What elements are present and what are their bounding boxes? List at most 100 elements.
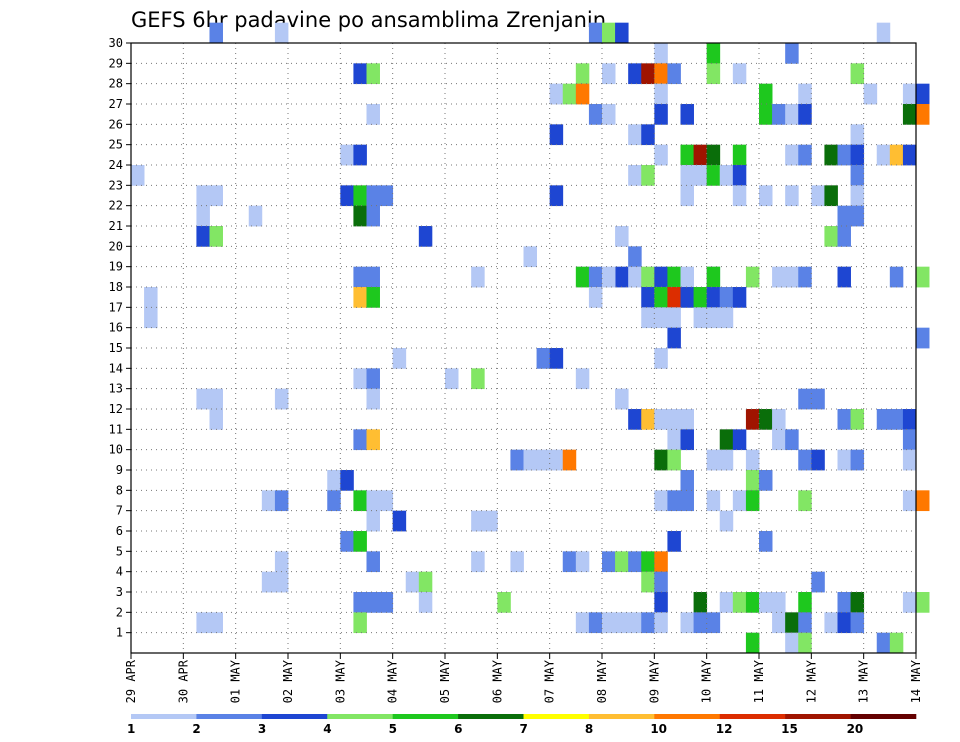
heatmap-cell bbox=[850, 124, 865, 146]
heatmap-cell bbox=[366, 287, 380, 308]
heatmap-cell bbox=[745, 449, 760, 471]
heatmap-cell bbox=[654, 104, 668, 125]
heatmap-cell bbox=[680, 287, 694, 308]
heatmap-cell bbox=[719, 592, 734, 613]
heatmap-cell bbox=[131, 165, 145, 186]
heatmap-cell bbox=[248, 205, 263, 227]
x-tick-label: 12 MAY bbox=[804, 659, 818, 703]
heatmap-cell bbox=[745, 592, 760, 613]
heatmap-cell bbox=[916, 327, 930, 349]
heatmap-cell bbox=[745, 470, 760, 491]
heatmap-cell bbox=[654, 266, 668, 288]
heatmap-cell bbox=[759, 531, 773, 552]
heatmap-cell bbox=[785, 612, 799, 634]
heatmap-cell bbox=[654, 43, 668, 64]
colorbar-label: 3 bbox=[258, 722, 266, 736]
heatmap-cell bbox=[798, 266, 812, 288]
heatmap-cell bbox=[902, 592, 917, 613]
heatmap-cell bbox=[654, 63, 668, 85]
colorbar-label: 15 bbox=[781, 722, 798, 736]
heatmap-cell bbox=[549, 185, 564, 207]
heatmap-cell bbox=[641, 612, 655, 634]
heatmap-cell bbox=[785, 429, 799, 451]
heatmap-cell bbox=[654, 592, 668, 613]
heatmap-cell bbox=[850, 612, 865, 634]
heatmap-cell bbox=[798, 490, 812, 512]
heatmap-cell bbox=[340, 185, 354, 207]
heatmap-cell bbox=[536, 449, 551, 471]
colorbar-swatch bbox=[327, 714, 393, 719]
heatmap-cell bbox=[667, 63, 681, 85]
heatmap-cell bbox=[719, 287, 734, 308]
heatmap-cell bbox=[785, 43, 799, 64]
heatmap-cell bbox=[811, 388, 825, 410]
colorbar-swatch bbox=[719, 714, 786, 719]
heatmap-cell bbox=[353, 185, 367, 207]
heatmap-cells bbox=[131, 22, 930, 654]
heatmap-cell bbox=[562, 449, 577, 471]
heatmap-cell bbox=[654, 307, 668, 329]
heatmap-cell bbox=[261, 571, 276, 593]
heatmap-cell bbox=[837, 226, 851, 247]
heatmap-cell bbox=[889, 632, 904, 654]
y-tick-label: 27 bbox=[109, 97, 123, 111]
colorbar-swatch bbox=[850, 714, 917, 719]
heatmap-cell bbox=[667, 266, 681, 288]
heatmap-cell bbox=[471, 510, 485, 532]
y-tick-label: 4 bbox=[116, 565, 123, 579]
y-tick-label: 20 bbox=[109, 239, 123, 253]
heatmap-cell bbox=[680, 144, 694, 166]
heatmap-cell bbox=[575, 612, 590, 634]
heatmap-cell bbox=[654, 144, 668, 166]
heatmap-cell bbox=[549, 449, 564, 471]
heatmap-cell bbox=[196, 388, 210, 410]
heatmap-cell bbox=[706, 63, 721, 85]
heatmap-cell bbox=[602, 551, 616, 573]
heatmap-cell bbox=[366, 185, 380, 207]
heatmap-cell bbox=[628, 246, 642, 268]
heatmap-cell bbox=[615, 266, 629, 288]
heatmap-cell bbox=[209, 409, 223, 430]
heatmap-cell bbox=[353, 592, 367, 613]
heatmap-cell bbox=[667, 490, 681, 512]
heatmap-cell bbox=[209, 22, 223, 44]
colorbar: 1 2 3 4 5 6 7 8 10 12 15 20 bbox=[127, 714, 917, 736]
heatmap-cell bbox=[745, 632, 760, 654]
heatmap-cell bbox=[209, 612, 223, 634]
y-tick-label: 13 bbox=[109, 382, 123, 396]
heatmap-cell bbox=[641, 165, 655, 186]
y-tick-label: 22 bbox=[109, 199, 123, 213]
heatmap-cell bbox=[353, 531, 367, 552]
x-tick-label: 04 MAY bbox=[386, 659, 400, 703]
heatmap-cell bbox=[824, 185, 838, 207]
heatmap-cell bbox=[144, 287, 158, 308]
heatmap-cell bbox=[196, 612, 210, 634]
heatmap-cell bbox=[602, 22, 616, 44]
colorbar-swatch bbox=[588, 714, 655, 719]
heatmap-cell bbox=[353, 287, 367, 308]
heatmap-cell bbox=[889, 144, 904, 166]
colorbar-label: 1 bbox=[127, 722, 135, 736]
heatmap-cell bbox=[680, 470, 694, 491]
x-tick-label: 29 APR bbox=[124, 659, 138, 703]
heatmap-cell bbox=[759, 104, 773, 125]
heatmap-cell bbox=[588, 287, 603, 308]
heatmap-cell bbox=[785, 104, 799, 125]
heatmap-cell bbox=[798, 632, 812, 654]
y-tick-label: 3 bbox=[116, 585, 123, 599]
heatmap-cell bbox=[340, 531, 354, 552]
heatmap-cell bbox=[706, 490, 721, 512]
heatmap-cell bbox=[575, 63, 590, 85]
colorbar-label: 2 bbox=[192, 722, 200, 736]
heatmap-cell bbox=[916, 490, 930, 512]
heatmap-cell bbox=[379, 490, 394, 512]
heatmap-cell bbox=[549, 348, 564, 369]
colorbar-swatch bbox=[196, 714, 263, 719]
heatmap-cell bbox=[798, 83, 812, 105]
heatmap-cell bbox=[706, 43, 721, 64]
heatmap-cell bbox=[196, 205, 210, 227]
heatmap-cell bbox=[916, 83, 930, 105]
y-tick-label: 25 bbox=[109, 138, 123, 152]
y-tick-label: 30 bbox=[109, 36, 123, 50]
